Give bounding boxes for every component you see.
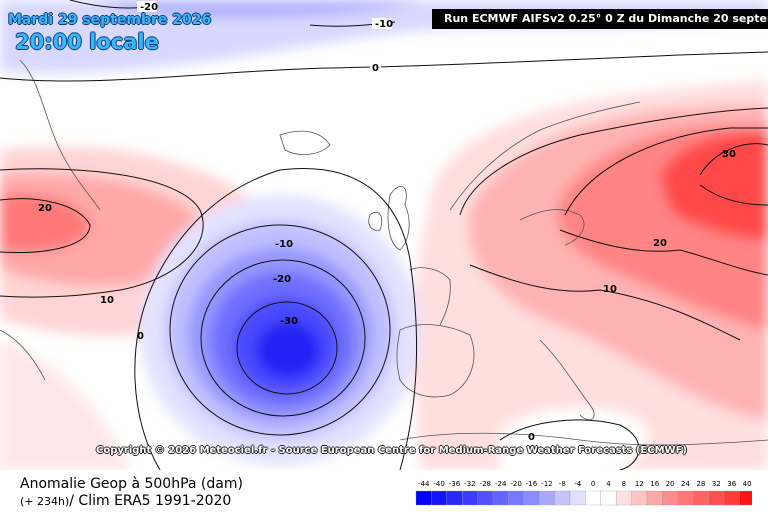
legend-color-swatch (631, 490, 648, 506)
contour-m10-low (169, 224, 391, 436)
contour-label-plus20-greenland: 20 (38, 203, 52, 214)
contour-zero-med (499, 419, 640, 470)
copyright-notice: Copyright © 2026 Meteociel.fr - Source E… (96, 445, 687, 456)
africa-coast (399, 432, 768, 446)
legend-tick-label: -36 (449, 480, 461, 488)
contour-label-plus10-europe: 10 (603, 284, 617, 295)
legend-tick-label: -16 (526, 480, 538, 488)
legend-color-swatch (708, 490, 725, 506)
map-subtitle: (+ 234h)/ Clim ERA5 1991-2020 (20, 493, 231, 509)
legend-color-swatch (662, 490, 678, 506)
legend-color-swatch (677, 490, 694, 506)
legend-color-swatch (616, 490, 632, 506)
baltic-coast (519, 209, 585, 246)
legend-tick-label: -4 (574, 480, 582, 488)
legend-color-swatch (554, 490, 571, 506)
contour-label-plus30-russia: 30 (722, 149, 736, 160)
contour-m30-low (236, 301, 338, 395)
forecast-date: Mardi 29 septembre 2026 (8, 12, 212, 28)
contour-label-m30-low: -30 (280, 316, 298, 327)
legend-color-swatch (492, 490, 509, 506)
legend-color-swatch (431, 490, 447, 506)
label-bg-m10-top (372, 18, 392, 29)
contour-plus10-greenland (0, 168, 204, 298)
map-title: Anomalie Geop à 500hPa (dam) (20, 476, 243, 492)
contour-label-m10-top: -10 (375, 19, 393, 30)
legend-color-swatch (569, 490, 586, 506)
norway-coast (449, 101, 641, 211)
legend-tick-label: -12 (541, 480, 552, 488)
legend-color-swatch (415, 490, 432, 506)
legend-tick-label: 28 (696, 480, 705, 488)
arctic-negative-core (90, 0, 420, 18)
lead-time: (+ 234h) (20, 495, 70, 508)
legend-color-swatch (523, 490, 540, 506)
legend-color-swatch (723, 490, 740, 506)
legend-tick-label: -28 (480, 480, 491, 488)
coastlines (0, 59, 768, 446)
legend-color-swatch (462, 490, 478, 506)
legend-tick-label: 8 (622, 480, 626, 488)
legend-color-swatch (477, 490, 494, 506)
contour-m20-low (200, 259, 366, 417)
low-core (256, 322, 320, 378)
legend-tick-label: 4 (606, 480, 611, 488)
legend-tick-label: -32 (464, 480, 475, 488)
contour-label-m20-top: -20 (140, 2, 158, 13)
climatology-reference: / Clim ERA5 1991-2020 (69, 493, 232, 509)
contour-plus30-russia (699, 143, 768, 206)
run-info-banner: Run ECMWF AIFSv2 0.25° 0 Z du Dimanche 2… (432, 9, 768, 29)
legend-color-swatch (539, 490, 555, 506)
legend-tick-label: -8 (559, 480, 566, 488)
contour-plus20-greenland (0, 198, 91, 253)
legend-tick-label: 24 (681, 480, 690, 488)
contour-zero-low (134, 168, 418, 470)
italy-coast (539, 339, 595, 421)
legend-tick-label: -24 (495, 480, 507, 488)
contour-label-zero-atlantic: 0 (137, 331, 144, 342)
legend-color-swatch (739, 490, 752, 506)
greenland-positive-core (0, 193, 90, 252)
contour-zero-north (0, 51, 768, 82)
legend-tick-label: 0 (591, 480, 595, 488)
contour-label-zero-top: 0 (372, 63, 379, 74)
legend-tick-label: 36 (727, 480, 736, 488)
label-bg-zero-top (370, 62, 381, 73)
legend-tick-label: 12 (635, 480, 644, 488)
russia-positive-core (660, 131, 768, 240)
british-isles (368, 185, 410, 251)
legend-tick-label: -40 (433, 480, 444, 488)
legend-color-swatch (585, 490, 601, 506)
geopotential-anomaly-map: -20 -10 0 20 10 0 -10 -20 -30 30 20 10 0 (0, 0, 768, 470)
legend-color-swatch (508, 490, 524, 506)
labrador-coast (0, 329, 46, 381)
legend-color-swatch (693, 490, 709, 506)
legend-tick-label: 32 (712, 480, 721, 488)
contour-plus10-europe (459, 107, 768, 341)
contour-label-plus10-atlantic: 10 (100, 295, 114, 306)
label-bg-m20-top (137, 1, 157, 12)
iberia-coast (396, 324, 475, 398)
forecast-local-time: 20:00 locale (15, 30, 159, 54)
legend-color-swatch (646, 490, 663, 506)
france-coast (409, 267, 451, 326)
legend-tick-label: 40 (743, 480, 752, 488)
lower-left-positive (0, 340, 130, 470)
legend-tick-label: 20 (666, 480, 675, 488)
contour-label-m10-low: -10 (275, 239, 293, 250)
anomaly-shading (0, 0, 768, 470)
legend-tick-label: -20 (510, 480, 521, 488)
color-scale-legend: -44 -40 -36 -32 -28 -24 -20 -16 -12 -8 -4 0 4 8 12 16 20… (415, 480, 752, 506)
contour-plus20-europe (559, 127, 768, 276)
legend-tick-label: -44 (418, 480, 430, 488)
contour-label-plus20-europe: 20 (653, 238, 667, 249)
contour-label-zero-med: 0 (528, 432, 535, 443)
legend-color-swatch (600, 490, 617, 506)
legend-tick-label: 16 (650, 480, 659, 488)
contour-labels: -20 -10 0 20 10 0 -10 -20 -30 30 20 10 0 (38, 1, 736, 443)
iceland-coast (279, 130, 331, 155)
legend-color-swatch (446, 490, 463, 506)
contour-label-m20-low: -20 (273, 274, 291, 285)
